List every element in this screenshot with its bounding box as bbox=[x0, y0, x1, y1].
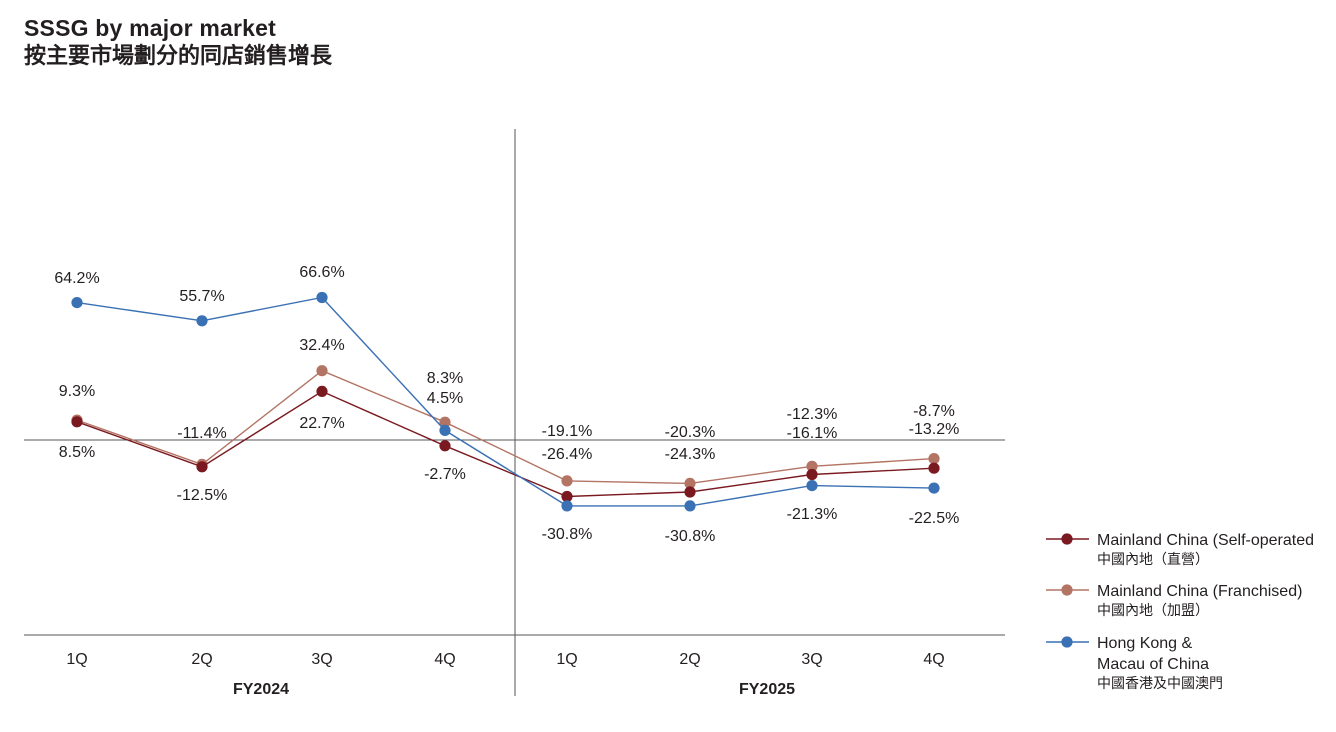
data-label: -12.3% bbox=[787, 406, 838, 423]
x-tick-label: 3Q bbox=[311, 651, 332, 668]
data-label: -22.5% bbox=[909, 510, 960, 527]
data-label: -24.3% bbox=[665, 446, 716, 463]
data-label: 9.3% bbox=[59, 383, 95, 400]
data-label: -21.3% bbox=[787, 506, 838, 523]
data-point-hong-kong-macau bbox=[684, 500, 696, 512]
data-label: 55.7% bbox=[179, 288, 224, 305]
data-label: -30.8% bbox=[542, 526, 593, 543]
title-block: SSSG by major market 按主要市場劃分的同店銷售增長 bbox=[24, 14, 332, 71]
data-label: 32.4% bbox=[299, 337, 344, 354]
data-label: 66.6% bbox=[299, 264, 344, 281]
fiscal-year-label: FY2024 bbox=[233, 681, 289, 698]
legend-swatch-marker bbox=[1061, 636, 1073, 648]
x-tick-label: 4Q bbox=[434, 651, 455, 668]
data-point-franchised bbox=[806, 460, 818, 472]
data-point-self-operated bbox=[928, 462, 940, 474]
legend-label: Hong Kong & bbox=[1097, 635, 1193, 652]
series-line-franchised bbox=[76, 369, 935, 485]
data-label: -19.1% bbox=[542, 423, 593, 440]
data-point-hong-kong-macau bbox=[316, 291, 328, 304]
data-label: -13.2% bbox=[909, 421, 960, 438]
chart-title: SSSG by major market bbox=[24, 15, 276, 41]
x-tick-label: 2Q bbox=[679, 651, 700, 668]
data-label: -16.1% bbox=[787, 425, 838, 442]
x-tick-label: 4Q bbox=[923, 651, 944, 668]
x-tick-label: 2Q bbox=[191, 651, 212, 668]
fiscal-year-label: FY2025 bbox=[739, 681, 795, 698]
data-point-hong-kong-macau bbox=[806, 480, 818, 492]
legend-swatch-marker bbox=[1061, 584, 1073, 596]
data-point-hong-kong-macau bbox=[196, 315, 208, 327]
data-label: 8.3% bbox=[427, 370, 463, 387]
series-line-self-operated bbox=[76, 390, 935, 498]
legend-label: Macau of China bbox=[1097, 656, 1209, 673]
data-point-franchised bbox=[316, 365, 328, 377]
series-line-hong-kong-macau bbox=[76, 296, 935, 507]
chart-subtitle: 按主要市場劃分的同店銷售增長 bbox=[24, 44, 333, 69]
data-point-franchised bbox=[684, 477, 696, 489]
data-label: 8.5% bbox=[59, 444, 95, 461]
x-tick-label: 1Q bbox=[66, 651, 87, 668]
data-label: -8.7% bbox=[913, 403, 955, 420]
data-point-self-operated bbox=[561, 490, 573, 503]
data-label: -30.8% bbox=[665, 528, 716, 545]
x-tick-label: 1Q bbox=[556, 651, 577, 668]
data-point-franchised bbox=[439, 416, 451, 428]
data-label: -11.4% bbox=[177, 425, 227, 442]
legend-label: Mainland China (Franchised) bbox=[1097, 583, 1302, 600]
data-label: 64.2% bbox=[54, 270, 99, 287]
data-point-self-operated bbox=[684, 486, 696, 498]
data-point-self-operated bbox=[316, 385, 328, 397]
data-point-hong-kong-macau bbox=[561, 500, 573, 512]
legend-label: Mainland China (Self-operated bbox=[1097, 532, 1314, 549]
data-label: -2.7% bbox=[424, 466, 466, 483]
legend-swatch-marker bbox=[1061, 533, 1073, 545]
data-label: -26.4% bbox=[542, 446, 593, 463]
data-point-hong-kong-macau bbox=[439, 424, 451, 436]
data-label: -20.3% bbox=[665, 424, 716, 441]
data-point-franchised bbox=[928, 453, 940, 465]
data-point-self-operated bbox=[439, 440, 451, 452]
x-tick-label: 3Q bbox=[801, 651, 822, 668]
data-point-hong-kong-macau bbox=[928, 482, 940, 494]
data-point-hong-kong-macau bbox=[71, 297, 83, 309]
legend-label-zh: 中國內地（直營） bbox=[1097, 551, 1209, 567]
legend-label-zh: 中國香港及中國澳門 bbox=[1097, 675, 1223, 691]
data-point-self-operated bbox=[806, 468, 818, 481]
data-point-franchised bbox=[561, 475, 573, 487]
data-label: 22.7% bbox=[299, 415, 344, 432]
data-point-self-operated bbox=[196, 461, 208, 473]
data-label: -12.5% bbox=[177, 487, 228, 504]
legend-label-zh: 中國內地（加盟） bbox=[1097, 602, 1209, 618]
data-label: 4.5% bbox=[427, 390, 463, 407]
data-point-self-operated bbox=[71, 416, 83, 428]
